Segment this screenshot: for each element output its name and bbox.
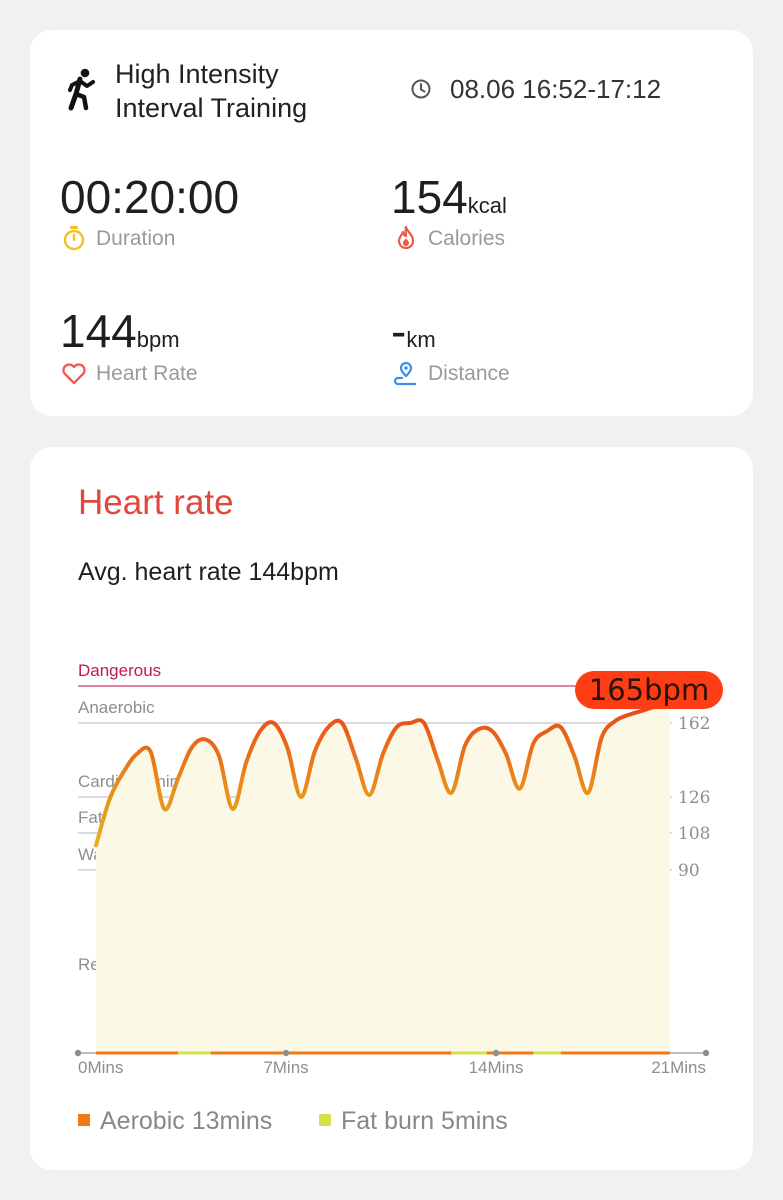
stopwatch-icon — [63, 226, 85, 251]
workout-title-line2: Interval Training — [115, 93, 308, 123]
legend-label-fat-burn: Fat burn 5mins — [341, 1107, 508, 1135]
y-tick-label-108: 108 — [678, 824, 710, 844]
clock-icon — [411, 79, 431, 99]
x-tick-label-2: 14Mins — [469, 1058, 524, 1077]
zone-label-dangerous: Dangerous — [78, 661, 161, 680]
distance-stat: -km — [391, 306, 436, 368]
heart-rate-label: Heart Rate — [96, 362, 198, 385]
duration-label: Duration — [96, 227, 176, 250]
distance-value: - — [391, 305, 407, 357]
distance-label: Distance — [428, 362, 510, 385]
y-tick-label-162: 162 — [678, 714, 710, 734]
flame-icon — [397, 225, 415, 250]
x-tick-dot-1 — [282, 1049, 290, 1057]
x-tick-label-1: 7Mins — [263, 1058, 308, 1077]
legend-aerobic: Aerobic 13mins — [78, 1107, 338, 1141]
calories-value: 154 — [391, 171, 468, 223]
x-tick-label-0: 0Mins — [78, 1058, 123, 1077]
heart-rate-title: Heart rate — [78, 483, 234, 522]
x-tick-dot-2 — [492, 1049, 500, 1057]
heart-rate-value: 144 — [60, 305, 137, 357]
legend-label-aerobic: Aerobic 13mins — [100, 1107, 273, 1135]
y-tick-label-126: 126 — [678, 788, 710, 808]
distance-unit: km — [406, 327, 436, 352]
duration-value: 00:20:00 — [60, 171, 240, 223]
legend-fat-burn: Fat burn 5mins — [319, 1107, 579, 1141]
running-person-icon — [68, 68, 95, 111]
heart-icon — [62, 363, 86, 385]
heart-rate-stat: 144bpm — [60, 306, 180, 368]
zone-label-anaerobic: Anaerobic — [78, 698, 155, 717]
avg-heart-rate-text: Avg. heart rate 144bpm — [78, 558, 339, 586]
x-tick-label-3: 21Mins — [651, 1058, 706, 1077]
x-tick-dot-3 — [702, 1049, 710, 1057]
workout-title-line1: High Intensity — [115, 59, 279, 89]
heart-rate-unit: bpm — [136, 327, 180, 352]
calories-label: Calories — [428, 227, 506, 250]
heart-rate-card: Heart rate Avg. heart rate 144bpm Danger… — [30, 447, 753, 1170]
legend-swatch-fat-burn — [319, 1114, 331, 1126]
location-icon — [394, 361, 417, 386]
y-tick-label-90: 90 — [678, 861, 700, 881]
current-bpm-label: 165bpm — [589, 673, 709, 707]
current-bpm-badge — [575, 671, 723, 709]
x-tick-dot-0 — [74, 1049, 82, 1057]
heart-rate-line — [94, 704, 672, 848]
workout-summary-card: High Intensity Interval Training 08.06 1… — [30, 30, 753, 416]
workout-time-range: 08.06 16:52-17:12 — [450, 74, 662, 104]
legend-swatch-aerobic — [78, 1114, 90, 1126]
calories-stat: 154kcal — [391, 172, 507, 234]
workout-title: High Intensity Interval Training — [115, 57, 375, 125]
calories-unit: kcal — [467, 193, 507, 218]
